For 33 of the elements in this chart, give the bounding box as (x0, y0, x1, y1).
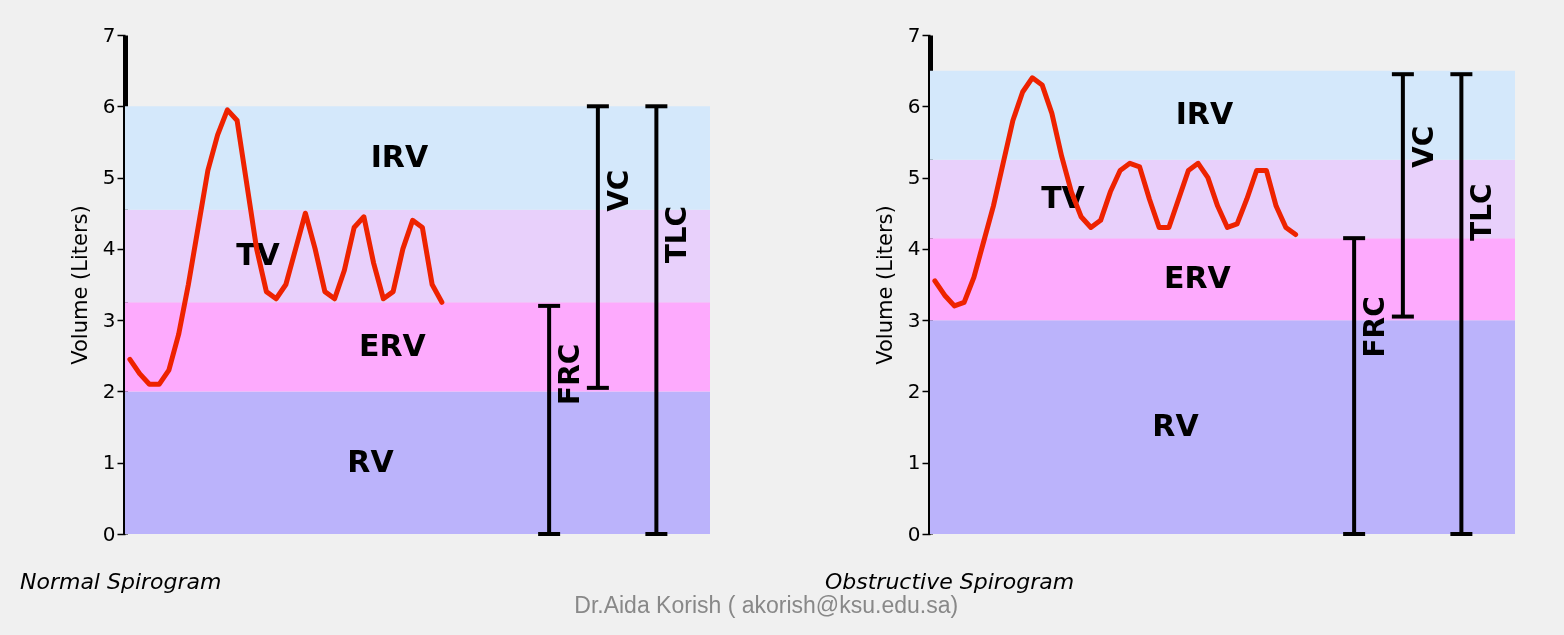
y-tick-label: 7 (907, 22, 921, 47)
text: Obstructive Spirogram (825, 569, 1075, 594)
y-tick-label: 1 (102, 450, 116, 475)
legend-label: FRC (1358, 296, 1392, 358)
y-tick-label: 2 (102, 378, 116, 403)
y-tick-label: 3 (907, 307, 921, 332)
y-tick-label: 3 (102, 307, 116, 332)
y-tick-label: 1 (907, 450, 921, 475)
y-tick-label: 4 (102, 236, 116, 261)
band-label: ERV (359, 327, 427, 363)
band-label: RV (347, 443, 395, 479)
y-tick-label: 5 (102, 165, 116, 190)
y-tick-label: 0 (907, 521, 921, 546)
y-tick-label: 7 (102, 22, 116, 47)
band-label: IRV (1175, 96, 1234, 132)
y-tick-label: 5 (907, 165, 921, 190)
y-axis-title: Volume (Liters) (67, 205, 92, 365)
text: Dr.Aida Korish ( akorish@ksu.edu.sa) (574, 592, 959, 618)
text: TLC (1465, 183, 1499, 241)
text: VC (601, 169, 635, 212)
y-axis-title: Volume (Liters) (872, 205, 897, 365)
text: Normal Spirogram (20, 569, 222, 594)
text: VC (1406, 125, 1440, 169)
y-tick-label: 0 (102, 521, 116, 546)
y-tick-label: 6 (907, 93, 921, 118)
band-label: IRV (370, 138, 429, 174)
y-tick-label: 4 (907, 236, 921, 261)
text: TLC (660, 205, 694, 264)
band-label: ERV (1164, 260, 1232, 296)
y-tick-label: 6 (102, 93, 116, 118)
band-label: RV (1152, 408, 1200, 444)
y-tick-label: 2 (907, 378, 921, 403)
legend-label: FRC (553, 343, 587, 405)
